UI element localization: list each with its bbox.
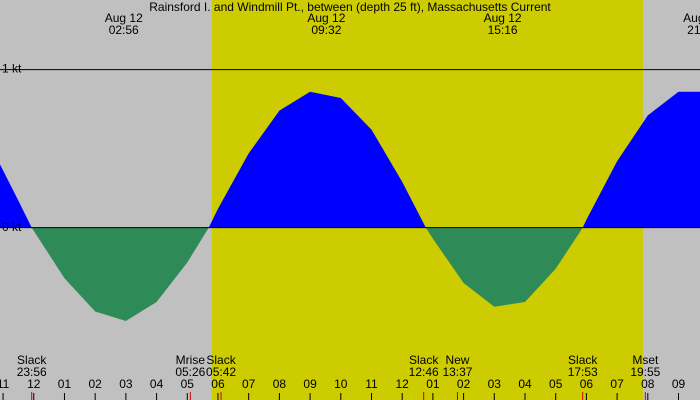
- ebb-area: [31, 227, 209, 321]
- event-name: Mrise: [176, 353, 206, 367]
- x-tick-label: 12: [27, 377, 41, 391]
- x-tick-label: 09: [303, 377, 317, 391]
- event-name: Slack: [409, 353, 439, 367]
- foreground: 1 kt 0 kt 11 12 01 02 03 04 05 06 07 08 09 10 11 12 01 02…: [0, 11, 700, 400]
- x-tick-label: 08: [641, 377, 655, 391]
- event-name: Slack: [17, 353, 47, 367]
- x-tick-label: 03: [119, 377, 133, 391]
- peak-date: Aug 12: [307, 11, 345, 25]
- event-time: 23:56: [17, 365, 47, 379]
- x-tick-label: 06: [580, 377, 594, 391]
- peak-time: 21: [687, 23, 700, 37]
- x-tick-label: 07: [610, 377, 624, 391]
- event-time: 19:55: [630, 365, 660, 379]
- flood-area: [582, 91, 700, 228]
- x-tick-label: 06: [211, 377, 225, 391]
- peak-time: 02:56: [109, 23, 139, 37]
- peak-date: Aug: [683, 11, 700, 25]
- event-name: Slack: [568, 353, 598, 367]
- x-tick-label: 03: [488, 377, 502, 391]
- x-tick-label: 04: [518, 377, 532, 391]
- x-tick-label: 02: [457, 377, 471, 391]
- x-tick-label: 11: [0, 377, 10, 391]
- peak-date: Aug 12: [105, 11, 143, 25]
- peak-time: 09:32: [311, 23, 341, 37]
- event-time: 17:53: [568, 365, 598, 379]
- event-time: 05:42: [206, 365, 236, 379]
- flood-area: [0, 164, 32, 228]
- x-tick-label: 10: [334, 377, 348, 391]
- event-name: New: [445, 353, 469, 367]
- x-tick-label: 09: [672, 377, 686, 391]
- event-time: 12:46: [409, 365, 439, 379]
- x-tick-label: 07: [242, 377, 256, 391]
- current-areas: [0, 91, 700, 321]
- y-tick-label: 1 kt: [2, 62, 22, 76]
- x-tick-label: 01: [426, 377, 440, 391]
- x-tick-label: 08: [273, 377, 287, 391]
- event-time: 05:26: [175, 365, 205, 379]
- x-tick-label: 12: [396, 377, 410, 391]
- peak-date: Aug 12: [484, 11, 522, 25]
- chart-title: Rainsford I. and Windmill Pt., between (…: [149, 0, 551, 14]
- ebb-area: [425, 227, 583, 307]
- flood-area: [208, 91, 426, 228]
- x-tick-label: 11: [365, 377, 378, 391]
- peak-time: 15:16: [488, 23, 518, 37]
- x-tick-label: 05: [549, 377, 563, 391]
- y-tick-label: 0 kt: [2, 220, 22, 234]
- x-tick-label: 02: [88, 377, 102, 391]
- x-tick-label: 05: [181, 377, 195, 391]
- event-name: Slack: [206, 353, 236, 367]
- event-name: Mset: [632, 353, 659, 367]
- event-time: 13:37: [442, 365, 472, 379]
- x-tick-label: 01: [58, 377, 72, 391]
- x-tick-label: 04: [150, 377, 164, 391]
